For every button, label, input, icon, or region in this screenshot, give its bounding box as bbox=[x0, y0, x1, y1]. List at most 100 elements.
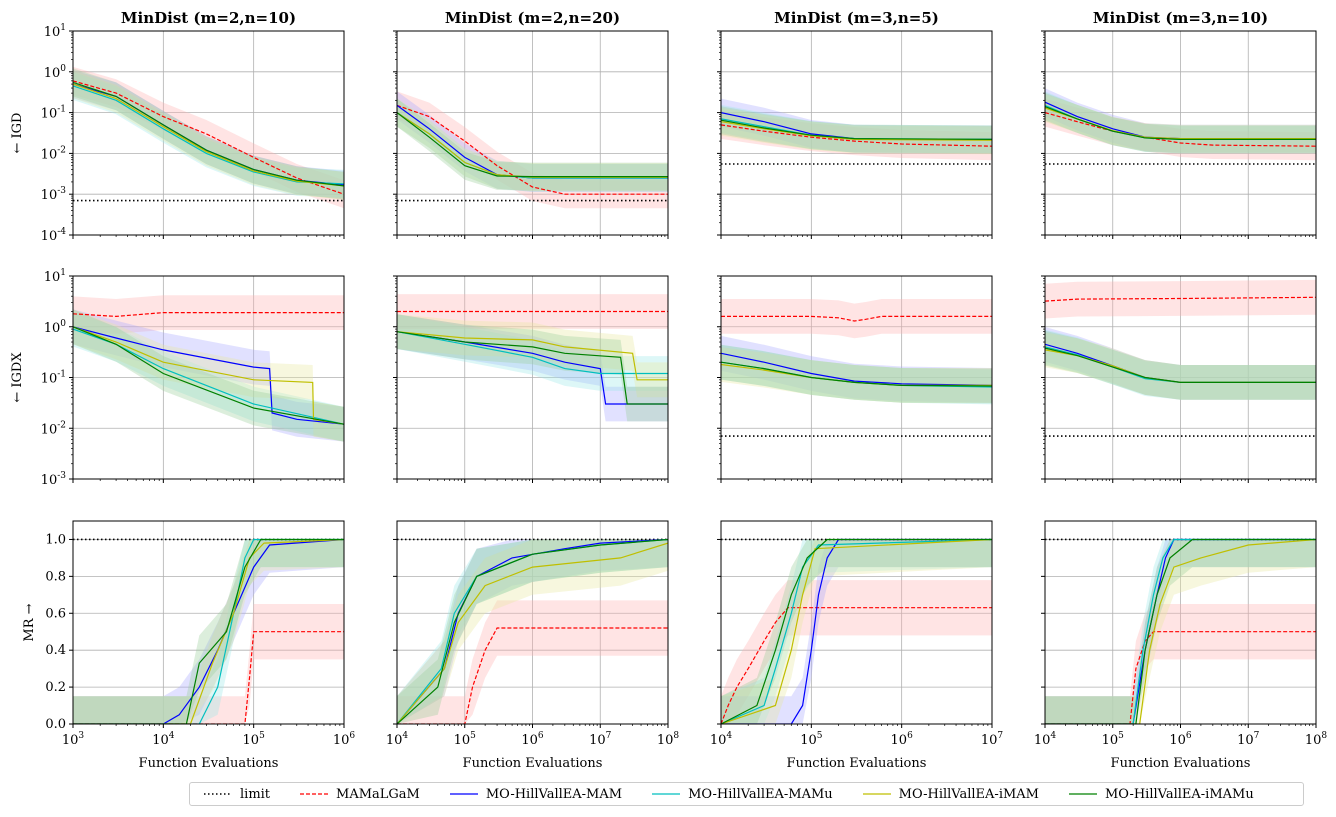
series-mo-hillvallea-imamu bbox=[73, 538, 344, 724]
y-tick-label: 10-4 bbox=[41, 227, 67, 244]
series-mamalgam bbox=[73, 312, 344, 318]
band-mamalgam bbox=[73, 66, 344, 209]
band-mo-hillvallea-mam bbox=[73, 70, 344, 199]
band-mo-hillvallea-imamu bbox=[397, 539, 668, 724]
y-tick-label: 10-2 bbox=[41, 145, 66, 162]
band-mamalgam bbox=[397, 91, 668, 209]
band-mamalgam bbox=[721, 110, 992, 161]
y-tick-label: 10-1 bbox=[41, 105, 66, 122]
band-mo-hillvallea-mam bbox=[721, 539, 992, 724]
panel-mr-1: 0.0 0.2 0.4 0.6 0.8 1.0 103 104 105 106 Function E… bbox=[45, 520, 356, 771]
x-tick-label: 106 bbox=[1169, 731, 1192, 748]
panel-igd-3 bbox=[717, 30, 993, 239]
band-mo-hillvallea-imam bbox=[397, 314, 668, 398]
series-mo-hillvallea-mamu bbox=[73, 328, 344, 425]
series-mo-hillvallea-imamu bbox=[721, 361, 992, 387]
y-tick-label: 0.6 bbox=[45, 606, 66, 621]
x-tick-label: 107 bbox=[1237, 731, 1260, 748]
series-mo-hillvallea-mam bbox=[73, 326, 344, 425]
series-mo-hillvallea-imam bbox=[73, 83, 344, 187]
band-mamalgam bbox=[721, 580, 992, 724]
legend-swatch-imam bbox=[862, 793, 891, 795]
series-mo-hillvallea-imamu bbox=[73, 81, 344, 187]
x-tick-label: 105 bbox=[454, 731, 477, 748]
panel-title: MinDist (m=3,n=10) bbox=[1093, 9, 1268, 27]
band-mo-hillvallea-mamu bbox=[1045, 91, 1316, 154]
band-mo-hillvallea-mamu bbox=[1045, 539, 1316, 724]
series-mo-hillvallea-imamu bbox=[1045, 538, 1316, 724]
x-axis-label: Function Evaluations bbox=[1111, 756, 1251, 771]
y-tick-label: 101 bbox=[44, 23, 66, 40]
plot-area bbox=[721, 538, 992, 724]
legend-label: MO-HillVallEA-MAM bbox=[485, 786, 623, 802]
series-mo-hillvallea-imam bbox=[397, 112, 668, 178]
y-tick-label: 10-2 bbox=[41, 420, 66, 437]
series-mo-hillvallea-imamu bbox=[73, 326, 344, 425]
y-tick-label: 100 bbox=[44, 319, 67, 336]
x-tick-label: 104 bbox=[152, 731, 175, 748]
series-mamalgam bbox=[721, 124, 992, 147]
band-mo-hillvallea-imam bbox=[73, 70, 344, 200]
x-tick-label: 104 bbox=[386, 731, 409, 748]
y-tick-label: 101 bbox=[44, 268, 66, 285]
legend-item-imamu: MO-HillVallEA-iMAMu bbox=[1069, 787, 1254, 802]
panel-igdx-1: 10-3 10-2 10-1 100 101 bbox=[41, 268, 345, 488]
band-mo-hillvallea-mam bbox=[1045, 327, 1316, 400]
series-mamalgam bbox=[397, 627, 668, 724]
x-tick-label: 105 bbox=[1102, 731, 1125, 748]
series-mo-hillvallea-imamu bbox=[397, 538, 668, 724]
x-tick-label: 105 bbox=[243, 731, 266, 748]
series-mo-hillvallea-imamu bbox=[397, 112, 668, 178]
series-mo-hillvallea-mam bbox=[721, 352, 992, 386]
band-mo-hillvallea-mamu bbox=[397, 98, 668, 192]
series-mo-hillvallea-mamu bbox=[73, 85, 344, 185]
series-mo-hillvallea-mamu bbox=[397, 331, 668, 375]
band-mo-hillvallea-mamu bbox=[397, 539, 668, 724]
y-tick-label: 10-3 bbox=[41, 471, 67, 488]
legend-swatch-mam bbox=[449, 793, 478, 795]
y-axis-label: ← IGDX bbox=[10, 352, 25, 403]
series-mo-hillvallea-imam bbox=[721, 538, 992, 724]
panel-igdx-3 bbox=[717, 275, 993, 483]
y-tick-label: 0.0 bbox=[45, 717, 66, 732]
legend-swatch-limit bbox=[204, 793, 232, 795]
x-tick-label: 106 bbox=[333, 731, 356, 748]
series-mo-hillvallea-imam bbox=[73, 538, 344, 724]
x-tick-label: 108 bbox=[1305, 731, 1328, 748]
plot-area bbox=[1045, 538, 1316, 724]
x-tick-label: 105 bbox=[800, 731, 823, 748]
series-mo-hillvallea-mam bbox=[721, 538, 992, 724]
x-axis-label: Function Evaluations bbox=[463, 756, 603, 771]
band-mamalgam bbox=[73, 295, 344, 334]
band-mo-hillvallea-mam bbox=[73, 539, 344, 724]
series-mo-hillvallea-imamu bbox=[1045, 106, 1316, 140]
y-tick-label: 100 bbox=[44, 64, 67, 81]
band-mo-hillvallea-imam bbox=[721, 347, 992, 403]
series-mamalgam bbox=[397, 104, 668, 195]
panel-igdx-4 bbox=[1041, 275, 1317, 483]
legend-item-imam: MO-HillVallEA-iMAM bbox=[862, 787, 1039, 802]
band-mo-hillvallea-mamu bbox=[73, 539, 344, 724]
band-mo-hillvallea-mamu bbox=[721, 104, 992, 154]
legend-label: MO-HillVallEA-iMAMu bbox=[1105, 786, 1254, 802]
plot-area bbox=[721, 98, 992, 165]
legend-label: MAMaLGaM bbox=[336, 786, 420, 802]
series-mo-hillvallea-imam bbox=[1045, 538, 1316, 724]
band-mamalgam bbox=[1045, 604, 1316, 724]
legend-item-mamu: MO-HillVallEA-MAMu bbox=[652, 787, 833, 802]
band-mamalgam bbox=[1045, 279, 1316, 319]
series-mo-hillvallea-imam bbox=[397, 331, 668, 381]
band-mo-hillvallea-imamu bbox=[1045, 539, 1316, 724]
band-mo-hillvallea-imamu bbox=[397, 314, 668, 422]
series-mo-hillvallea-imamu bbox=[721, 119, 992, 140]
series-mamalgam bbox=[721, 315, 992, 322]
band-mo-hillvallea-imamu bbox=[721, 539, 992, 724]
x-axis-label: Function Evaluations bbox=[139, 756, 279, 771]
legend: limit MAMaLGaM MO-HillVallEA-MAM MO-Hill… bbox=[189, 782, 1304, 806]
plot-area bbox=[1045, 279, 1316, 437]
series-mo-hillvallea-mamu bbox=[1045, 538, 1316, 724]
band-mamalgam bbox=[397, 600, 668, 724]
y-tick-label: 10-1 bbox=[41, 370, 66, 387]
panel-igdx-2 bbox=[393, 275, 669, 483]
panel-mr-3: 104 105 106 107 Function Evaluations bbox=[710, 520, 1003, 771]
